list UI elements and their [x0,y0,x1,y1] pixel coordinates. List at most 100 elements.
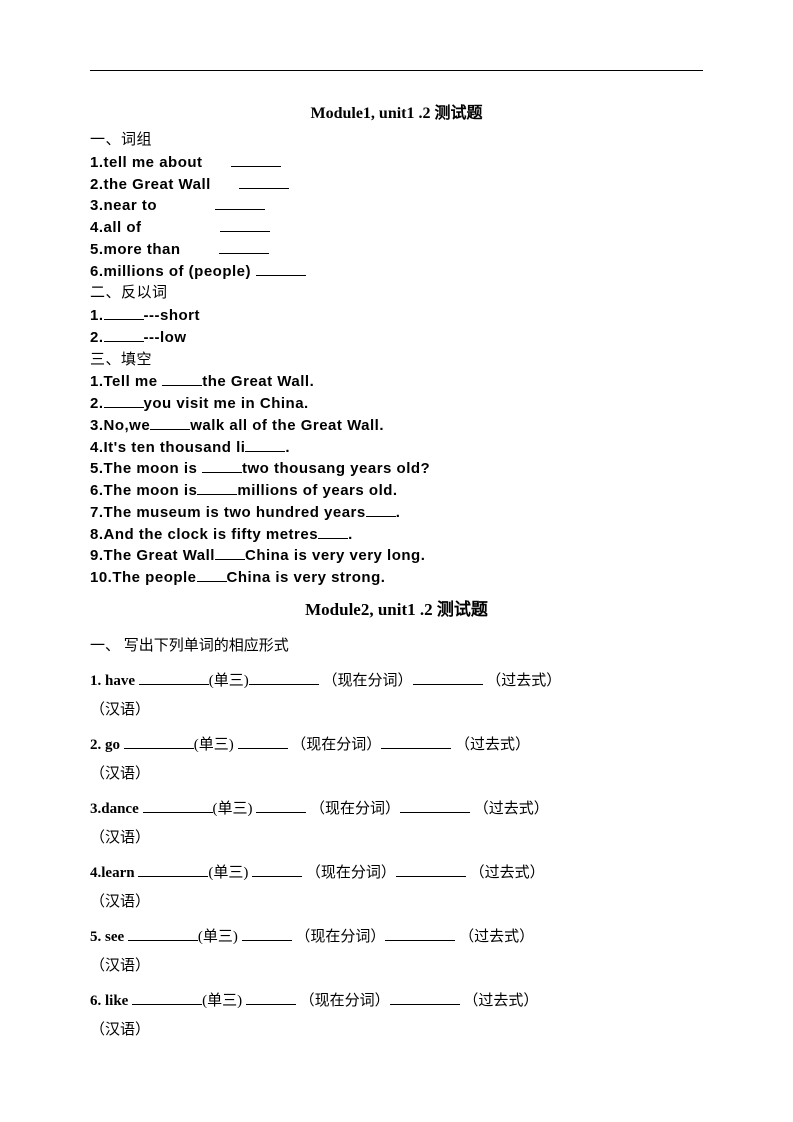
item-num: 2. [90,329,104,346]
form-label-a: (单三) [209,673,249,689]
phrase-text: 4.all of [90,219,142,236]
word-label: 5. see [90,929,124,945]
fill-post: China is very very long. [245,547,425,564]
word-form-subrow: （汉语） [90,890,703,911]
word-form-row: 6. like (单三) （现在分词） （过去式） [90,989,703,1010]
answer-blank[interactable] [150,416,190,430]
phrase-text: 3.near to [90,197,157,214]
fill-pre: 3.No,we [90,417,150,434]
phrase-item: 6.millions of (people) [90,261,703,283]
answer-blank[interactable] [139,671,209,685]
form-label-d: （汉语） [90,830,150,846]
fill-item: 4.It's ten thousand li. [90,437,703,459]
form-label-b: （现在分词） [291,737,381,753]
answer-blank[interactable] [104,395,144,409]
fill-item: 10.The peopleChina is very strong. [90,567,703,589]
fill-pre: 9.The Great Wall [90,547,215,564]
form-label-a: (单三) [208,865,248,881]
answer-blank[interactable] [143,799,213,813]
form-label-b: （现在分词） [306,865,396,881]
fill-pre: 1.Tell me [90,373,162,390]
answer-blank[interactable] [385,927,455,941]
item-num: 1. [90,307,104,324]
answer-blank[interactable] [381,735,451,749]
form-label-d: （汉语） [90,958,150,974]
worksheet-page: Module1, unit1 .2 测试题 一、词组 1.tell me abo… [0,0,793,1093]
answer-blank[interactable] [256,262,306,276]
form-label-c: （过去式） [474,801,549,817]
phrase-item: 2.the Great Wall [90,174,703,196]
phrase-item: 3.near to [90,195,703,217]
section1-head: 一、词组 [90,129,703,152]
fill-post: . [396,504,401,521]
form-label-c: （过去式） [459,929,534,945]
word-form-row: 2. go (单三) （现在分词） （过去式） [90,733,703,754]
answer-blank[interactable] [128,927,198,941]
section2-head: 二、反以词 [90,282,703,305]
answer-blank[interactable] [231,153,281,167]
word-form-row: 5. see (单三) （现在分词） （过去式） [90,925,703,946]
phrase-item: 5.more than [90,239,703,261]
answer-blank[interactable] [215,547,245,561]
answer-blank[interactable] [202,460,242,474]
answer-blank[interactable] [104,328,144,342]
fill-post: China is very strong. [227,569,386,586]
word-form-subrow: （汉语） [90,698,703,719]
answer-blank[interactable] [219,240,269,254]
fill-item: 7.The museum is two hundred years. [90,502,703,524]
item-suffix: ---short [144,307,201,324]
phrase-text: 5.more than [90,241,181,258]
section3-head-text: 三、填空 [90,352,152,368]
answer-blank[interactable] [249,671,319,685]
word-label: 3.dance [90,801,139,817]
word-label: 2. go [90,737,120,753]
fill-pre: 2. [90,395,104,412]
word-label: 1. have [90,673,135,689]
fill-post: the Great Wall. [202,373,314,390]
answer-blank[interactable] [318,525,348,539]
answer-blank[interactable] [413,671,483,685]
answer-blank[interactable] [239,175,289,189]
form-label-a: (单三) [194,737,234,753]
answer-blank[interactable] [390,991,460,1005]
answer-blank[interactable] [138,863,208,877]
word-form-row: 3.dance (单三) （现在分词） （过去式） [90,797,703,818]
phrase-text: 6.millions of (people) [90,263,251,280]
answer-blank[interactable] [256,799,306,813]
answer-blank[interactable] [197,569,227,583]
answer-blank[interactable] [400,799,470,813]
phrase-item: 4.all of [90,217,703,239]
fill-pre: 8.And the clock is fifty metres [90,526,318,543]
antonym-item: 2.---low [90,327,703,349]
fill-pre: 5.The moon is [90,460,202,477]
answer-blank[interactable] [252,863,302,877]
form-label-b: （现在分词） [323,673,413,689]
answer-blank[interactable] [132,991,202,1005]
form-label-c: （过去式） [455,737,530,753]
fill-post: walk all of the Great Wall. [190,417,384,434]
answer-blank[interactable] [245,438,285,452]
answer-blank[interactable] [197,482,237,496]
m2-section1-head: 一、 写出下列单词的相应形式 [90,634,703,655]
answer-blank[interactable] [162,373,202,387]
fill-post: two thousang years old? [242,460,430,477]
answer-blank[interactable] [124,735,194,749]
answer-blank[interactable] [246,991,296,1005]
fill-item: 2.you visit me in China. [90,393,703,415]
answer-blank[interactable] [215,197,265,211]
form-label-d: （汉语） [90,766,150,782]
answer-blank[interactable] [396,863,466,877]
fill-item: 8.And the clock is fifty metres. [90,524,703,546]
fill-pre: 7.The museum is two hundred years [90,504,366,521]
answer-blank[interactable] [220,219,270,233]
top-rule [90,70,703,71]
fill-item: 3.No,we walk all of the Great Wall. [90,415,703,437]
answer-blank[interactable] [238,735,288,749]
word-form-subrow: （汉语） [90,826,703,847]
fill-post: millions of years old. [237,482,397,499]
fill-post: . [348,526,353,543]
answer-blank[interactable] [366,503,396,517]
answer-blank[interactable] [104,307,144,321]
fill-pre: 6.The moon is [90,482,197,499]
answer-blank[interactable] [242,927,292,941]
